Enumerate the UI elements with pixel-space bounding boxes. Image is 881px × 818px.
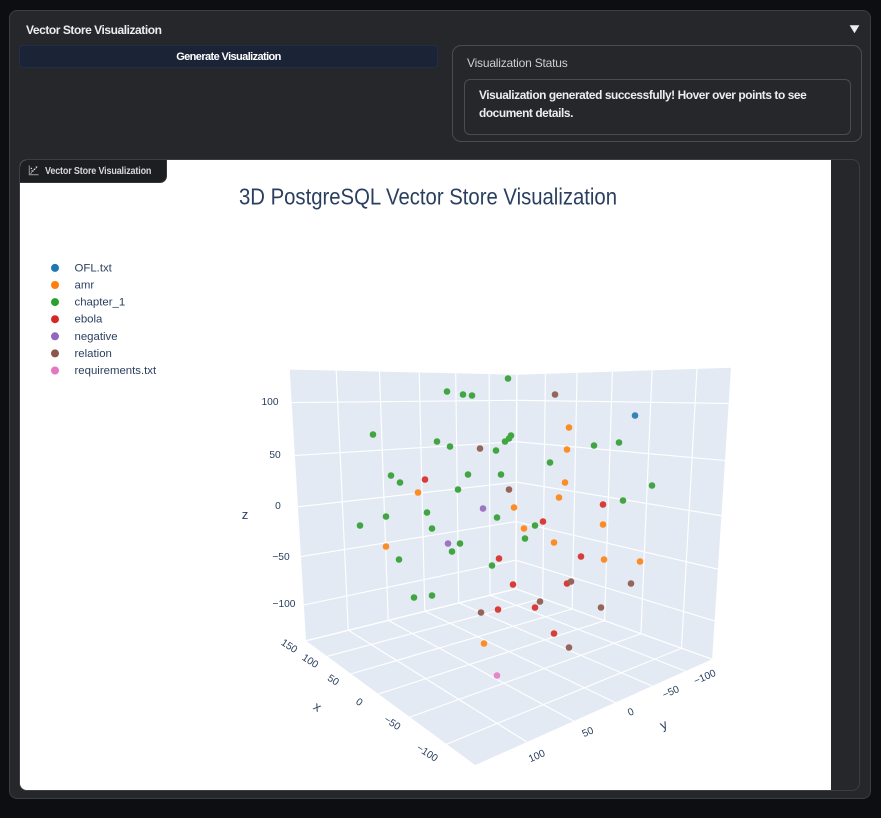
svg-text:negative: negative [75, 330, 118, 342]
svg-text:z: z [242, 506, 249, 521]
svg-text:−100: −100 [692, 667, 718, 687]
svg-text:x: x [311, 698, 325, 714]
svg-text:150: 150 [279, 637, 300, 656]
svg-text:0: 0 [626, 706, 636, 718]
svg-text:−50: −50 [382, 714, 403, 733]
svg-text:chapter_1: chapter_1 [75, 296, 126, 308]
svg-text:3D PostgreSQL Vector Store Vis: 3D PostgreSQL Vector Store Visualization [239, 183, 617, 209]
svg-text:relation: relation [75, 347, 112, 359]
svg-text:100: 100 [300, 652, 321, 671]
svg-text:y: y [658, 716, 670, 733]
svg-text:requirements.txt: requirements.txt [75, 365, 157, 377]
svg-text:50: 50 [581, 725, 596, 740]
svg-text:ebola: ebola [75, 313, 104, 325]
svg-text:100: 100 [527, 748, 547, 765]
svg-text:OFL.txt: OFL.txt [75, 262, 113, 274]
svg-text:0: 0 [354, 696, 365, 708]
svg-text:−50: −50 [661, 683, 682, 700]
svg-text:−100: −100 [414, 742, 440, 764]
svg-text:0: 0 [275, 501, 281, 512]
svg-text:50: 50 [325, 672, 341, 688]
svg-text:−50: −50 [272, 552, 290, 563]
svg-text:50: 50 [269, 450, 281, 461]
svg-text:−100: −100 [273, 599, 296, 610]
svg-text:amr: amr [75, 279, 95, 291]
svg-text:100: 100 [262, 397, 279, 408]
